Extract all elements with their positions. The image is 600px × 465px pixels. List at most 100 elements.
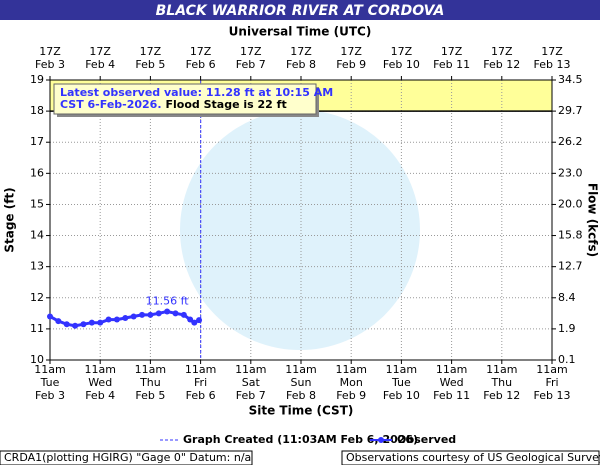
top-tick-label: 17Z <box>290 45 312 58</box>
x-tick-label: Feb 8 <box>286 389 316 402</box>
x-tick-label: 11am <box>84 363 115 376</box>
x-tick-label: Feb 13 <box>534 389 571 402</box>
x-tick-label: Wed <box>440 376 464 389</box>
data-point <box>130 313 137 320</box>
footer-box <box>0 450 253 465</box>
data-point <box>172 310 179 317</box>
top-tick-label: Feb 13 <box>534 58 571 71</box>
y2-tick-label: 26.2 <box>558 135 583 148</box>
top-tick-label: Feb 11 <box>433 58 470 71</box>
top-tick-label: Feb 12 <box>483 58 520 71</box>
x-tick-label: 11am <box>235 363 266 376</box>
top-tick-label: 17Z <box>541 45 563 58</box>
info-box <box>53 83 317 115</box>
y-tick-label: 17 <box>30 135 44 148</box>
y-tick-label: 14 <box>30 229 44 242</box>
y-tick-label: 13 <box>30 260 44 273</box>
x-tick-label: Wed <box>88 376 112 389</box>
data-point <box>105 316 112 323</box>
y2-axis-label: Flow (kcfs) <box>586 183 600 257</box>
data-point <box>72 322 79 329</box>
top-tick-label: 17Z <box>190 45 212 58</box>
footer-right: Observations courtesy of US Geological S… <box>346 451 600 464</box>
top-tick-label: 17Z <box>441 45 463 58</box>
x-tick-label: 11am <box>335 363 366 376</box>
y-tick-label: 11 <box>30 322 44 335</box>
x-tick-label: 11am <box>436 363 467 376</box>
data-point <box>80 321 87 328</box>
x-tick-label: 11am <box>185 363 216 376</box>
top-tick-label: 17Z <box>391 45 413 58</box>
top-tick-label: Feb 5 <box>135 58 165 71</box>
x-tick-label: 11am <box>536 363 567 376</box>
y-tick-label: 10 <box>30 353 44 366</box>
data-point <box>187 316 194 323</box>
x-tick-label: Thu <box>139 376 161 389</box>
y2-tick-label: 23.0 <box>558 166 583 179</box>
data-point <box>191 319 198 326</box>
x-tick-label: Thu <box>490 376 512 389</box>
x-tick-label: Tue <box>40 376 60 389</box>
data-point <box>155 310 162 317</box>
y2-tick-label: 34.5 <box>558 73 583 86</box>
x-tick-label: Feb 4 <box>85 389 115 402</box>
y2-tick-label: 0.1 <box>558 353 576 366</box>
x-tick-label: 11am <box>285 363 316 376</box>
chart-title: BLACK WARRIOR RIVER AT CORDOVA <box>156 3 445 19</box>
title-bar <box>0 0 600 20</box>
info-text: CST 6-Feb-2026. Flood Stage is 22 ft <box>60 98 287 111</box>
x-tick-label: 11am <box>34 363 65 376</box>
data-point <box>55 318 62 325</box>
data-point <box>113 316 120 323</box>
y-tick-label: 12 <box>30 291 44 304</box>
x-tick-label: Fri <box>194 376 207 389</box>
top-axis-label: Universal Time (UTC) <box>229 25 372 39</box>
data-point <box>97 319 104 326</box>
x-tick-label: Sat <box>242 376 261 389</box>
top-tick-label: 17Z <box>140 45 162 58</box>
footer-box <box>341 450 600 465</box>
top-tick-label: Feb 4 <box>85 58 115 71</box>
x-tick-label: Tue <box>391 376 411 389</box>
x-tick-label: 11am <box>386 363 417 376</box>
top-tick-label: Feb 10 <box>383 58 420 71</box>
y-tick-label: 16 <box>30 166 44 179</box>
x-tick-label: 11am <box>135 363 166 376</box>
y2-tick-label: 15.8 <box>558 229 583 242</box>
x-tick-label: Feb 3 <box>35 389 65 402</box>
info-text: CST 6-Feb-2026. <box>60 98 162 111</box>
watermark <box>180 110 420 350</box>
x-tick-label: Feb 12 <box>483 389 520 402</box>
x-tick-label: Feb 5 <box>135 389 165 402</box>
x-tick-label: Mon <box>340 376 363 389</box>
legend-label: Observed <box>397 433 456 446</box>
y-tick-label: 18 <box>30 104 44 117</box>
y2-tick-label: 8.4 <box>558 291 576 304</box>
y-tick-label: 15 <box>30 197 44 210</box>
data-point <box>88 319 95 326</box>
x-tick-label: Feb 6 <box>186 389 216 402</box>
top-tick-label: Feb 6 <box>186 58 216 71</box>
y-axis-label: Stage (ft) <box>3 187 17 252</box>
data-point <box>164 308 171 315</box>
x-tick-label: Feb 11 <box>433 389 470 402</box>
top-tick-label: 17Z <box>340 45 362 58</box>
data-point <box>139 311 146 318</box>
y2-tick-label: 29.7 <box>558 104 583 117</box>
top-tick-label: Feb 3 <box>35 58 65 71</box>
x-tick-label: Sun <box>291 376 312 389</box>
legend-swatch <box>378 437 384 443</box>
y2-tick-label: 1.9 <box>558 322 576 335</box>
x-axis-label: Site Time (CST) <box>249 404 354 418</box>
data-point <box>47 313 53 320</box>
x-tick-label: Feb 7 <box>236 389 266 402</box>
data-point <box>122 315 129 321</box>
plot-frame <box>49 79 553 361</box>
info-text: Latest observed value: 11.28 ft at 10:15… <box>60 86 333 99</box>
info-text: Flood Stage is 22 ft <box>166 98 287 111</box>
y-tick-label: 19 <box>30 73 44 86</box>
data-point <box>63 321 70 328</box>
top-tick-label: Feb 9 <box>336 58 366 71</box>
data-point <box>180 311 187 318</box>
